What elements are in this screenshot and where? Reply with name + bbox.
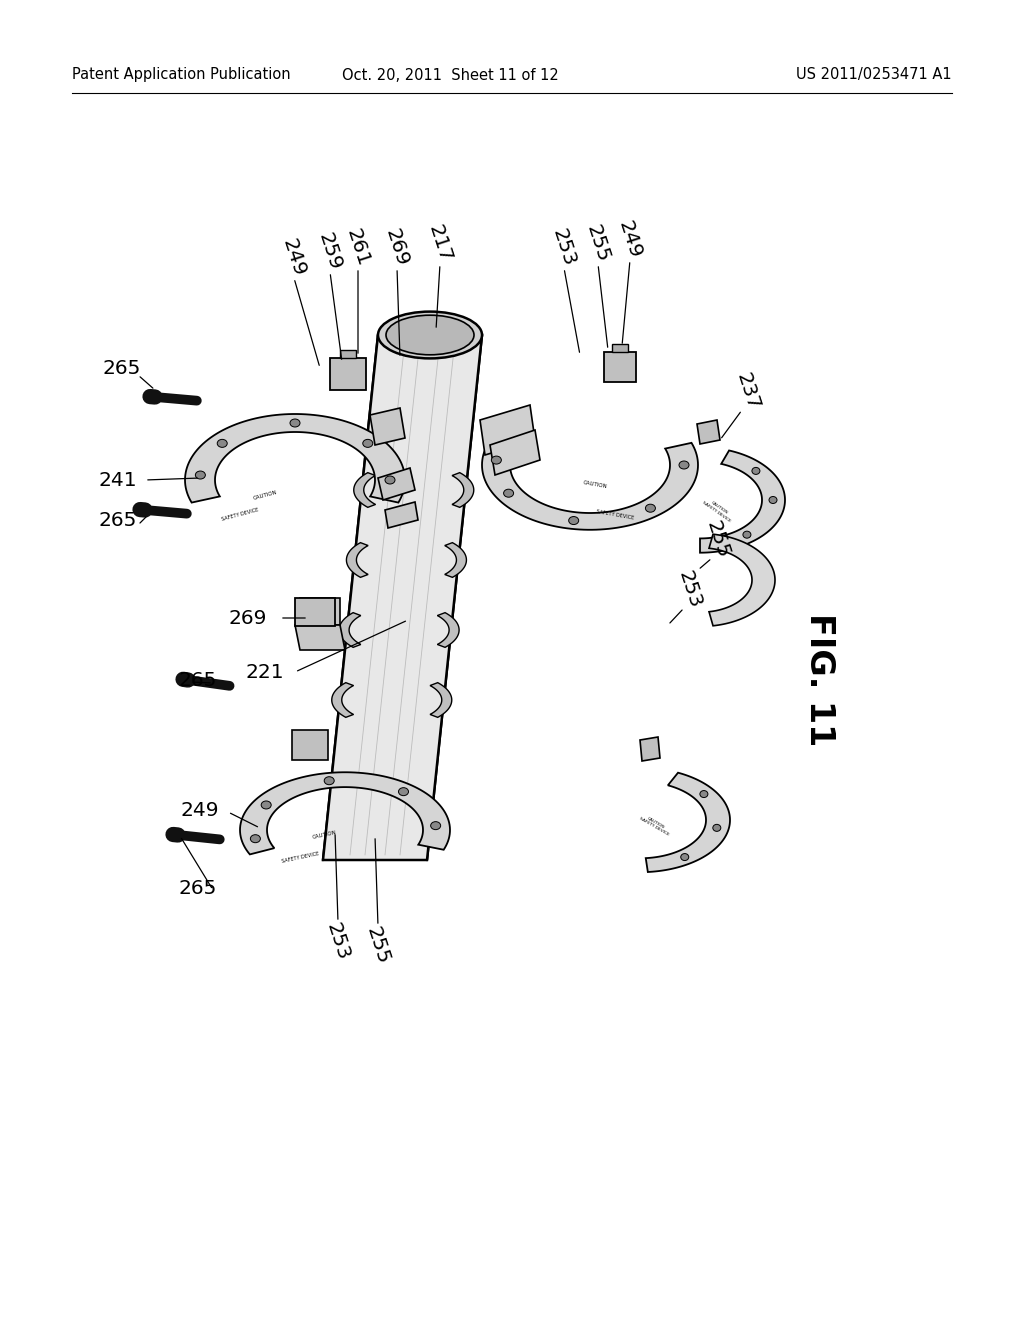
Polygon shape <box>378 469 415 500</box>
Ellipse shape <box>504 490 514 498</box>
Ellipse shape <box>699 791 708 797</box>
Ellipse shape <box>568 516 579 524</box>
Text: 221: 221 <box>246 663 285 681</box>
Polygon shape <box>452 473 474 507</box>
Text: 265: 265 <box>102 359 141 378</box>
Ellipse shape <box>431 821 440 830</box>
Polygon shape <box>295 624 345 649</box>
Ellipse shape <box>398 788 409 796</box>
Polygon shape <box>295 598 335 626</box>
Ellipse shape <box>769 496 777 503</box>
Text: 253: 253 <box>549 227 579 269</box>
Polygon shape <box>240 772 450 854</box>
Polygon shape <box>646 772 730 873</box>
Polygon shape <box>640 737 660 762</box>
Text: CAUTION: CAUTION <box>252 490 278 500</box>
Polygon shape <box>700 450 785 553</box>
Polygon shape <box>480 405 535 455</box>
Polygon shape <box>292 730 328 760</box>
Text: 255: 255 <box>364 925 393 968</box>
Text: SAFETY DEVICE: SAFETY DEVICE <box>281 851 319 865</box>
Ellipse shape <box>217 440 227 447</box>
Polygon shape <box>332 682 353 717</box>
Text: 265: 265 <box>98 511 137 529</box>
Ellipse shape <box>290 418 300 426</box>
Ellipse shape <box>492 457 502 465</box>
Polygon shape <box>444 543 466 577</box>
Text: CAUTION: CAUTION <box>312 830 338 840</box>
Text: 253: 253 <box>323 921 353 964</box>
Text: 261: 261 <box>343 227 373 269</box>
Text: SAFETY DEVICE: SAFETY DEVICE <box>221 508 259 523</box>
Text: 249: 249 <box>279 236 309 280</box>
Polygon shape <box>385 502 418 528</box>
Ellipse shape <box>713 825 721 832</box>
Ellipse shape <box>261 801 271 809</box>
Ellipse shape <box>386 315 474 355</box>
Ellipse shape <box>362 440 373 447</box>
Polygon shape <box>709 535 775 626</box>
Ellipse shape <box>325 776 334 784</box>
Polygon shape <box>482 442 698 529</box>
Polygon shape <box>323 335 482 861</box>
Ellipse shape <box>645 504 655 512</box>
Text: 249: 249 <box>615 219 645 261</box>
Polygon shape <box>437 612 459 647</box>
Text: CAUTION
SAFETY DEVICE: CAUTION SAFETY DEVICE <box>701 496 734 523</box>
Text: 255: 255 <box>583 223 613 265</box>
Text: 253: 253 <box>675 569 705 611</box>
Text: CAUTION
SAFETY DEVICE: CAUTION SAFETY DEVICE <box>638 813 672 837</box>
Text: US 2011/0253471 A1: US 2011/0253471 A1 <box>797 67 952 82</box>
Text: 217: 217 <box>425 223 455 265</box>
Text: 237: 237 <box>733 371 763 413</box>
Polygon shape <box>300 598 340 624</box>
Polygon shape <box>353 473 376 507</box>
Text: 265: 265 <box>179 879 217 898</box>
Ellipse shape <box>681 854 689 861</box>
Text: Patent Application Publication: Patent Application Publication <box>72 67 291 82</box>
Polygon shape <box>370 408 406 445</box>
Ellipse shape <box>251 834 260 842</box>
Text: 255: 255 <box>703 519 733 561</box>
Text: 241: 241 <box>98 470 137 490</box>
Text: 269: 269 <box>228 609 267 627</box>
Polygon shape <box>346 543 368 577</box>
Polygon shape <box>612 345 628 352</box>
Ellipse shape <box>385 477 395 484</box>
Polygon shape <box>339 612 360 647</box>
Text: Oct. 20, 2011  Sheet 11 of 12: Oct. 20, 2011 Sheet 11 of 12 <box>342 67 558 82</box>
Ellipse shape <box>743 531 751 539</box>
Text: SAFETY DEVICE: SAFETY DEVICE <box>596 510 634 521</box>
Ellipse shape <box>378 312 482 359</box>
Polygon shape <box>697 420 720 444</box>
Text: 269: 269 <box>382 227 412 269</box>
Text: CAUTION: CAUTION <box>583 480 607 490</box>
Text: 259: 259 <box>315 231 345 273</box>
Polygon shape <box>185 414 406 503</box>
Polygon shape <box>604 352 636 381</box>
Polygon shape <box>430 682 452 717</box>
Text: FIG. 11: FIG. 11 <box>804 614 837 747</box>
Polygon shape <box>490 430 540 475</box>
Polygon shape <box>340 350 356 358</box>
Ellipse shape <box>752 467 760 474</box>
Text: 265: 265 <box>179 671 217 689</box>
Ellipse shape <box>196 471 206 479</box>
Ellipse shape <box>679 461 689 469</box>
Text: 249: 249 <box>181 800 219 820</box>
Polygon shape <box>330 358 366 389</box>
